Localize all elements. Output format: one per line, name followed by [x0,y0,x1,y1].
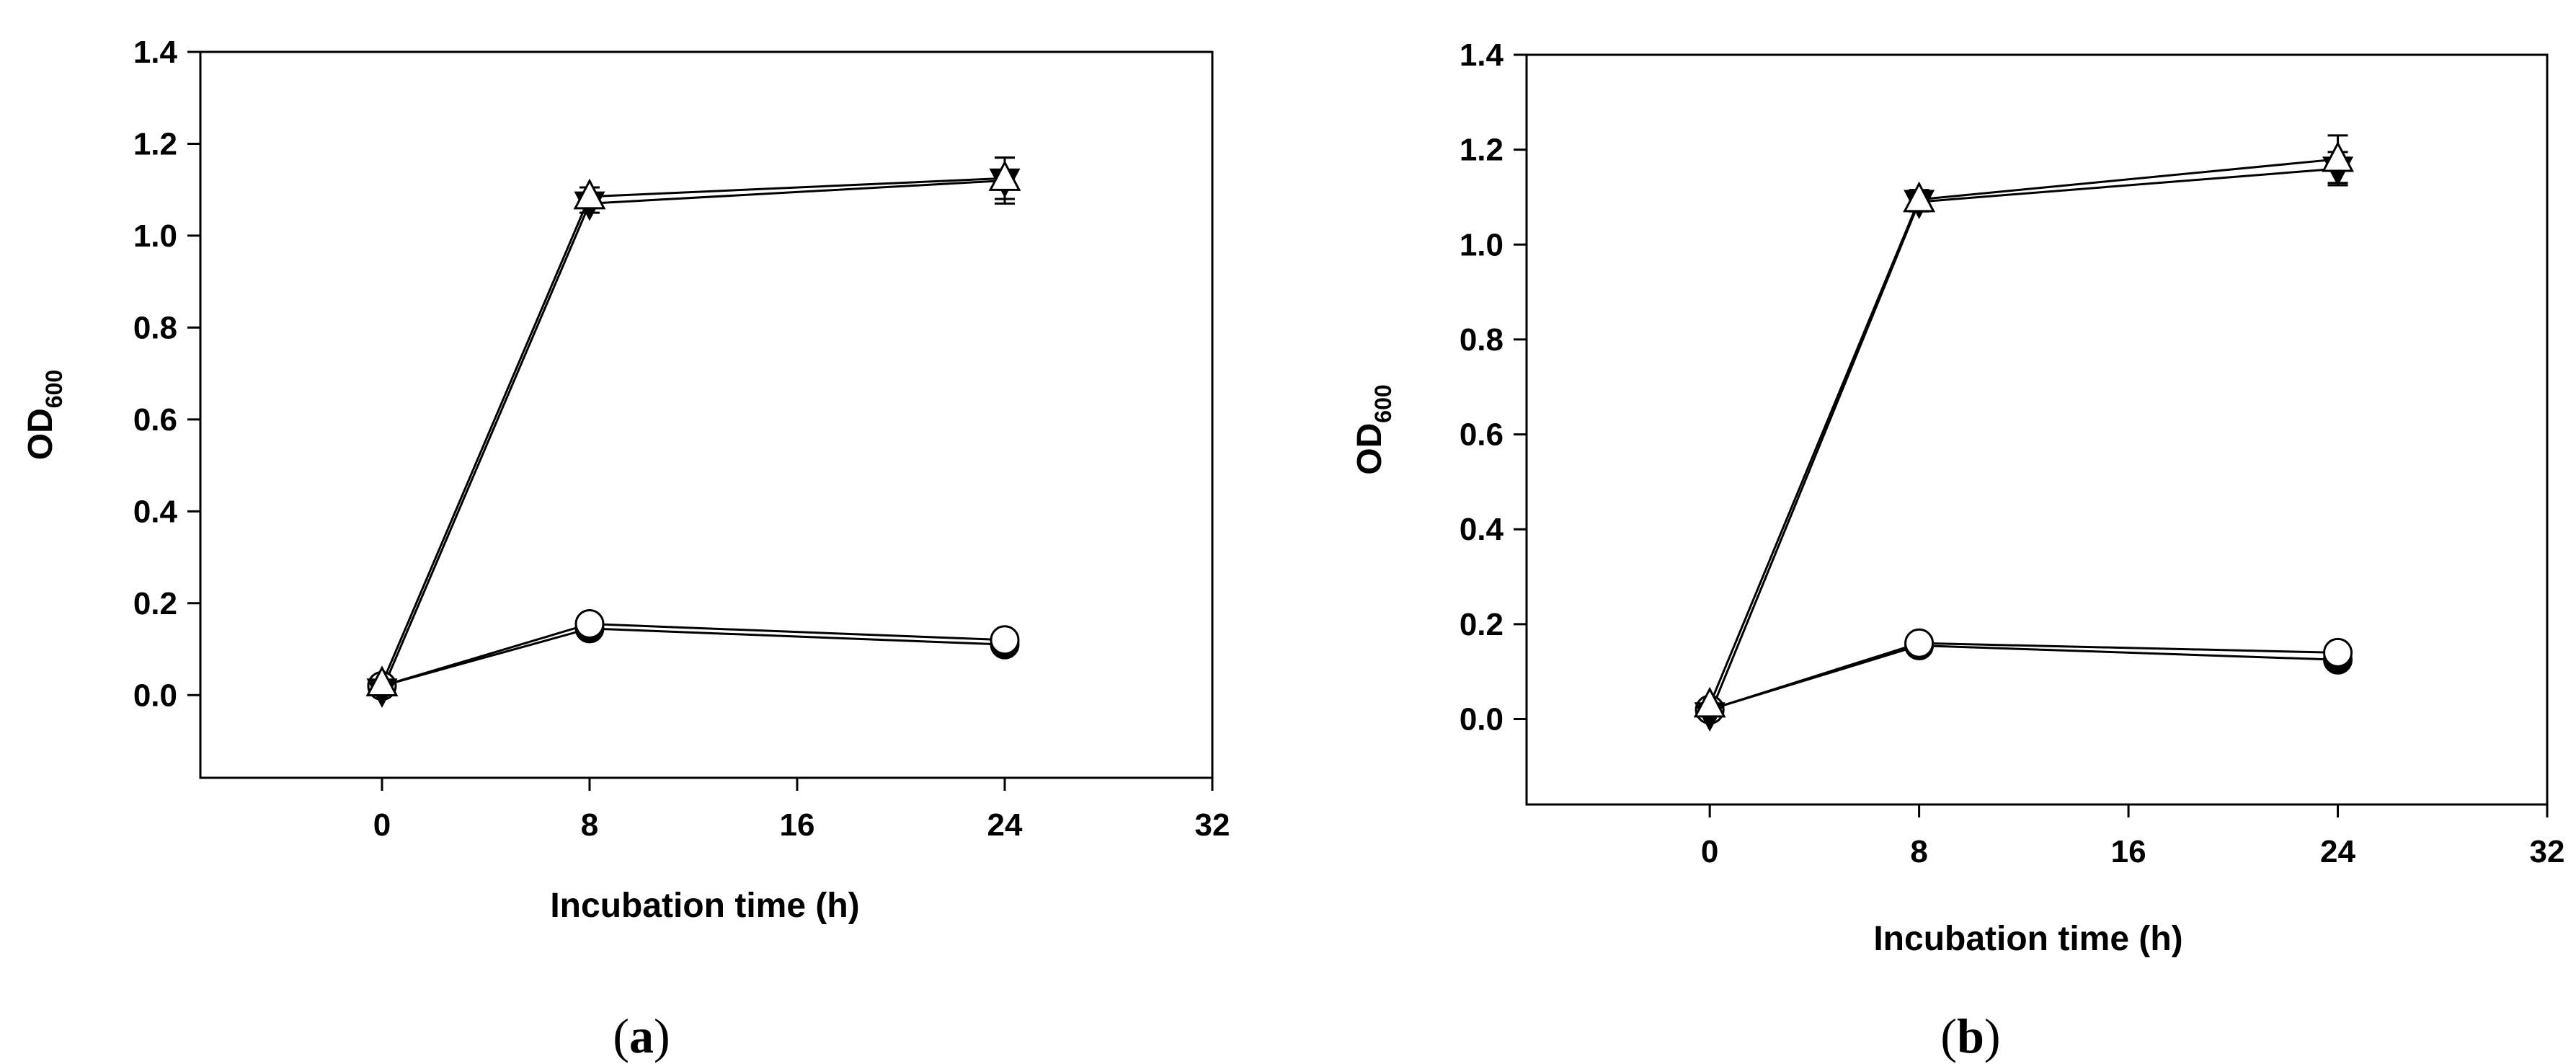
x-axis-title: Incubation time (h) [1873,920,2182,958]
series-line [1709,642,2338,711]
chart-panel-a: 0.0 0.2 0.4 0.6 0.8 1.0 1.2 1.4 0 8 16 24 32 Incubati… [22,35,1230,1063]
panel-label: (b) [1940,1008,2000,1063]
x-tick-label: 16 [780,807,815,843]
panel-label: (a) [613,1008,670,1063]
y-tick-label: 0.8 [1460,322,1504,358]
y-tick-label: 1.2 [133,126,177,161]
y-tick-label: 0.0 [1460,702,1504,737]
y-axis-title-main: OD [22,408,60,460]
panel-label-open-paren: ( [1940,1008,1957,1063]
x-tick-label: 32 [1195,807,1230,843]
y-tick-label: 0.2 [1460,607,1504,642]
x-tick-label: 16 [2111,834,2146,869]
data-point-open-triangle-up [1693,686,1726,718]
x-tick-label: 8 [1910,834,1927,869]
y-tick-label: 1.4 [1460,37,1504,73]
y-axis-title: OD600 [1351,384,1396,474]
y-tick-label: 0.2 [133,586,177,621]
y-tick-label: 0.0 [133,678,177,713]
x-axis-title: Incubation time (h) [550,887,859,925]
data-point-open-circle [2323,637,2353,668]
panel-label-close-paren: ) [1984,1008,2001,1063]
x-tick-label: 8 [581,807,598,843]
data-point-open-circle [1904,628,1935,658]
series-line [381,179,1005,691]
data-point-open-circle [574,608,605,639]
panel-label-letter: b [1957,1008,1984,1063]
y-axis-title-subscript: 600 [1370,384,1396,422]
plot-frame [199,50,1214,779]
series-line [1709,644,2338,711]
panel-label-open-paren: ( [613,1008,629,1063]
y-tick-label: 1.4 [133,35,178,70]
y-tick-label: 1.2 [1460,133,1504,168]
y-axis-title-subscript: 600 [41,370,67,408]
data-point-open-triangle-up [988,160,1021,191]
x-tick-label: 32 [2530,834,2565,869]
series-line [381,177,1005,684]
plot-frame [1525,53,2549,806]
y-tick-label: 1.0 [133,218,177,254]
y-tick-label: 0.4 [133,494,178,529]
x-tick-label: 24 [2320,834,2355,869]
series-line [1708,158,2338,706]
series-line [1708,167,2338,715]
panel-label-close-paren: ) [654,1008,670,1063]
chart-panel-b: 0.0 0.2 0.4 0.6 0.8 1.0 1.2 1.4 0 8 16 24 32 Incubati… [1351,37,2564,1063]
y-tick-label: 1.0 [1460,227,1504,262]
panel-label-letter: a [629,1008,654,1063]
data-point-open-circle [990,625,1020,655]
y-tick-label: 0.4 [1460,512,1504,547]
x-tick-label: 0 [1701,834,1718,869]
y-tick-label: 0.6 [133,402,177,438]
data-point-open-triangle-up [1903,181,1936,213]
y-axis-title: OD600 [22,370,67,460]
data-point-open-triangle-up [2322,141,2354,172]
x-tick-label: 0 [373,807,391,843]
y-tick-label: 0.8 [133,310,177,345]
y-axis-title-main: OD [1351,423,1389,475]
y-tick-label: 0.6 [1460,417,1504,453]
data-point-open-triangle-up [573,178,606,210]
data-point-open-triangle-up [365,665,399,696]
x-tick-label: 24 [987,807,1023,843]
